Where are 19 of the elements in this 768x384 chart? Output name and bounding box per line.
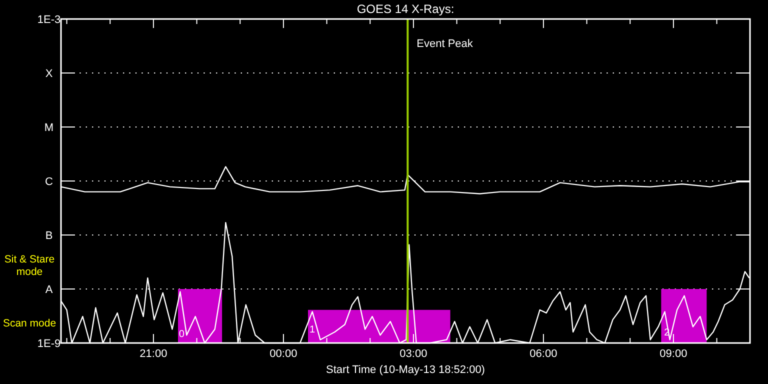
y-tick-label: B bbox=[45, 230, 53, 242]
x-tick-label: 21:00 bbox=[140, 348, 168, 360]
annotation: 0 bbox=[178, 328, 185, 340]
ref-line-label: Event Peak bbox=[416, 38, 474, 50]
y-tick-label: 1E-9 bbox=[37, 338, 61, 350]
x-tick-label: 06:00 bbox=[530, 348, 558, 360]
x-axis-title: Start Time (10-May-13 18:52:00) bbox=[326, 364, 485, 376]
text: Scan mode bbox=[2, 318, 56, 330]
y-tick-label: M bbox=[44, 122, 54, 134]
y-tick-label: X bbox=[45, 68, 54, 80]
x-tick-label: 03:00 bbox=[400, 348, 428, 360]
y-tick-label: C bbox=[45, 176, 54, 188]
chart-title: GOES 14 X-Rays: bbox=[356, 2, 454, 16]
annotation: 1 bbox=[310, 324, 316, 336]
x-tick-label: 00:00 bbox=[270, 348, 298, 360]
text: Sit & Stare mode bbox=[4, 254, 55, 278]
x-tick-label: 09:00 bbox=[660, 348, 688, 360]
y-tick-label: 1E-3 bbox=[37, 14, 61, 26]
y-tick-label: A bbox=[45, 284, 54, 296]
